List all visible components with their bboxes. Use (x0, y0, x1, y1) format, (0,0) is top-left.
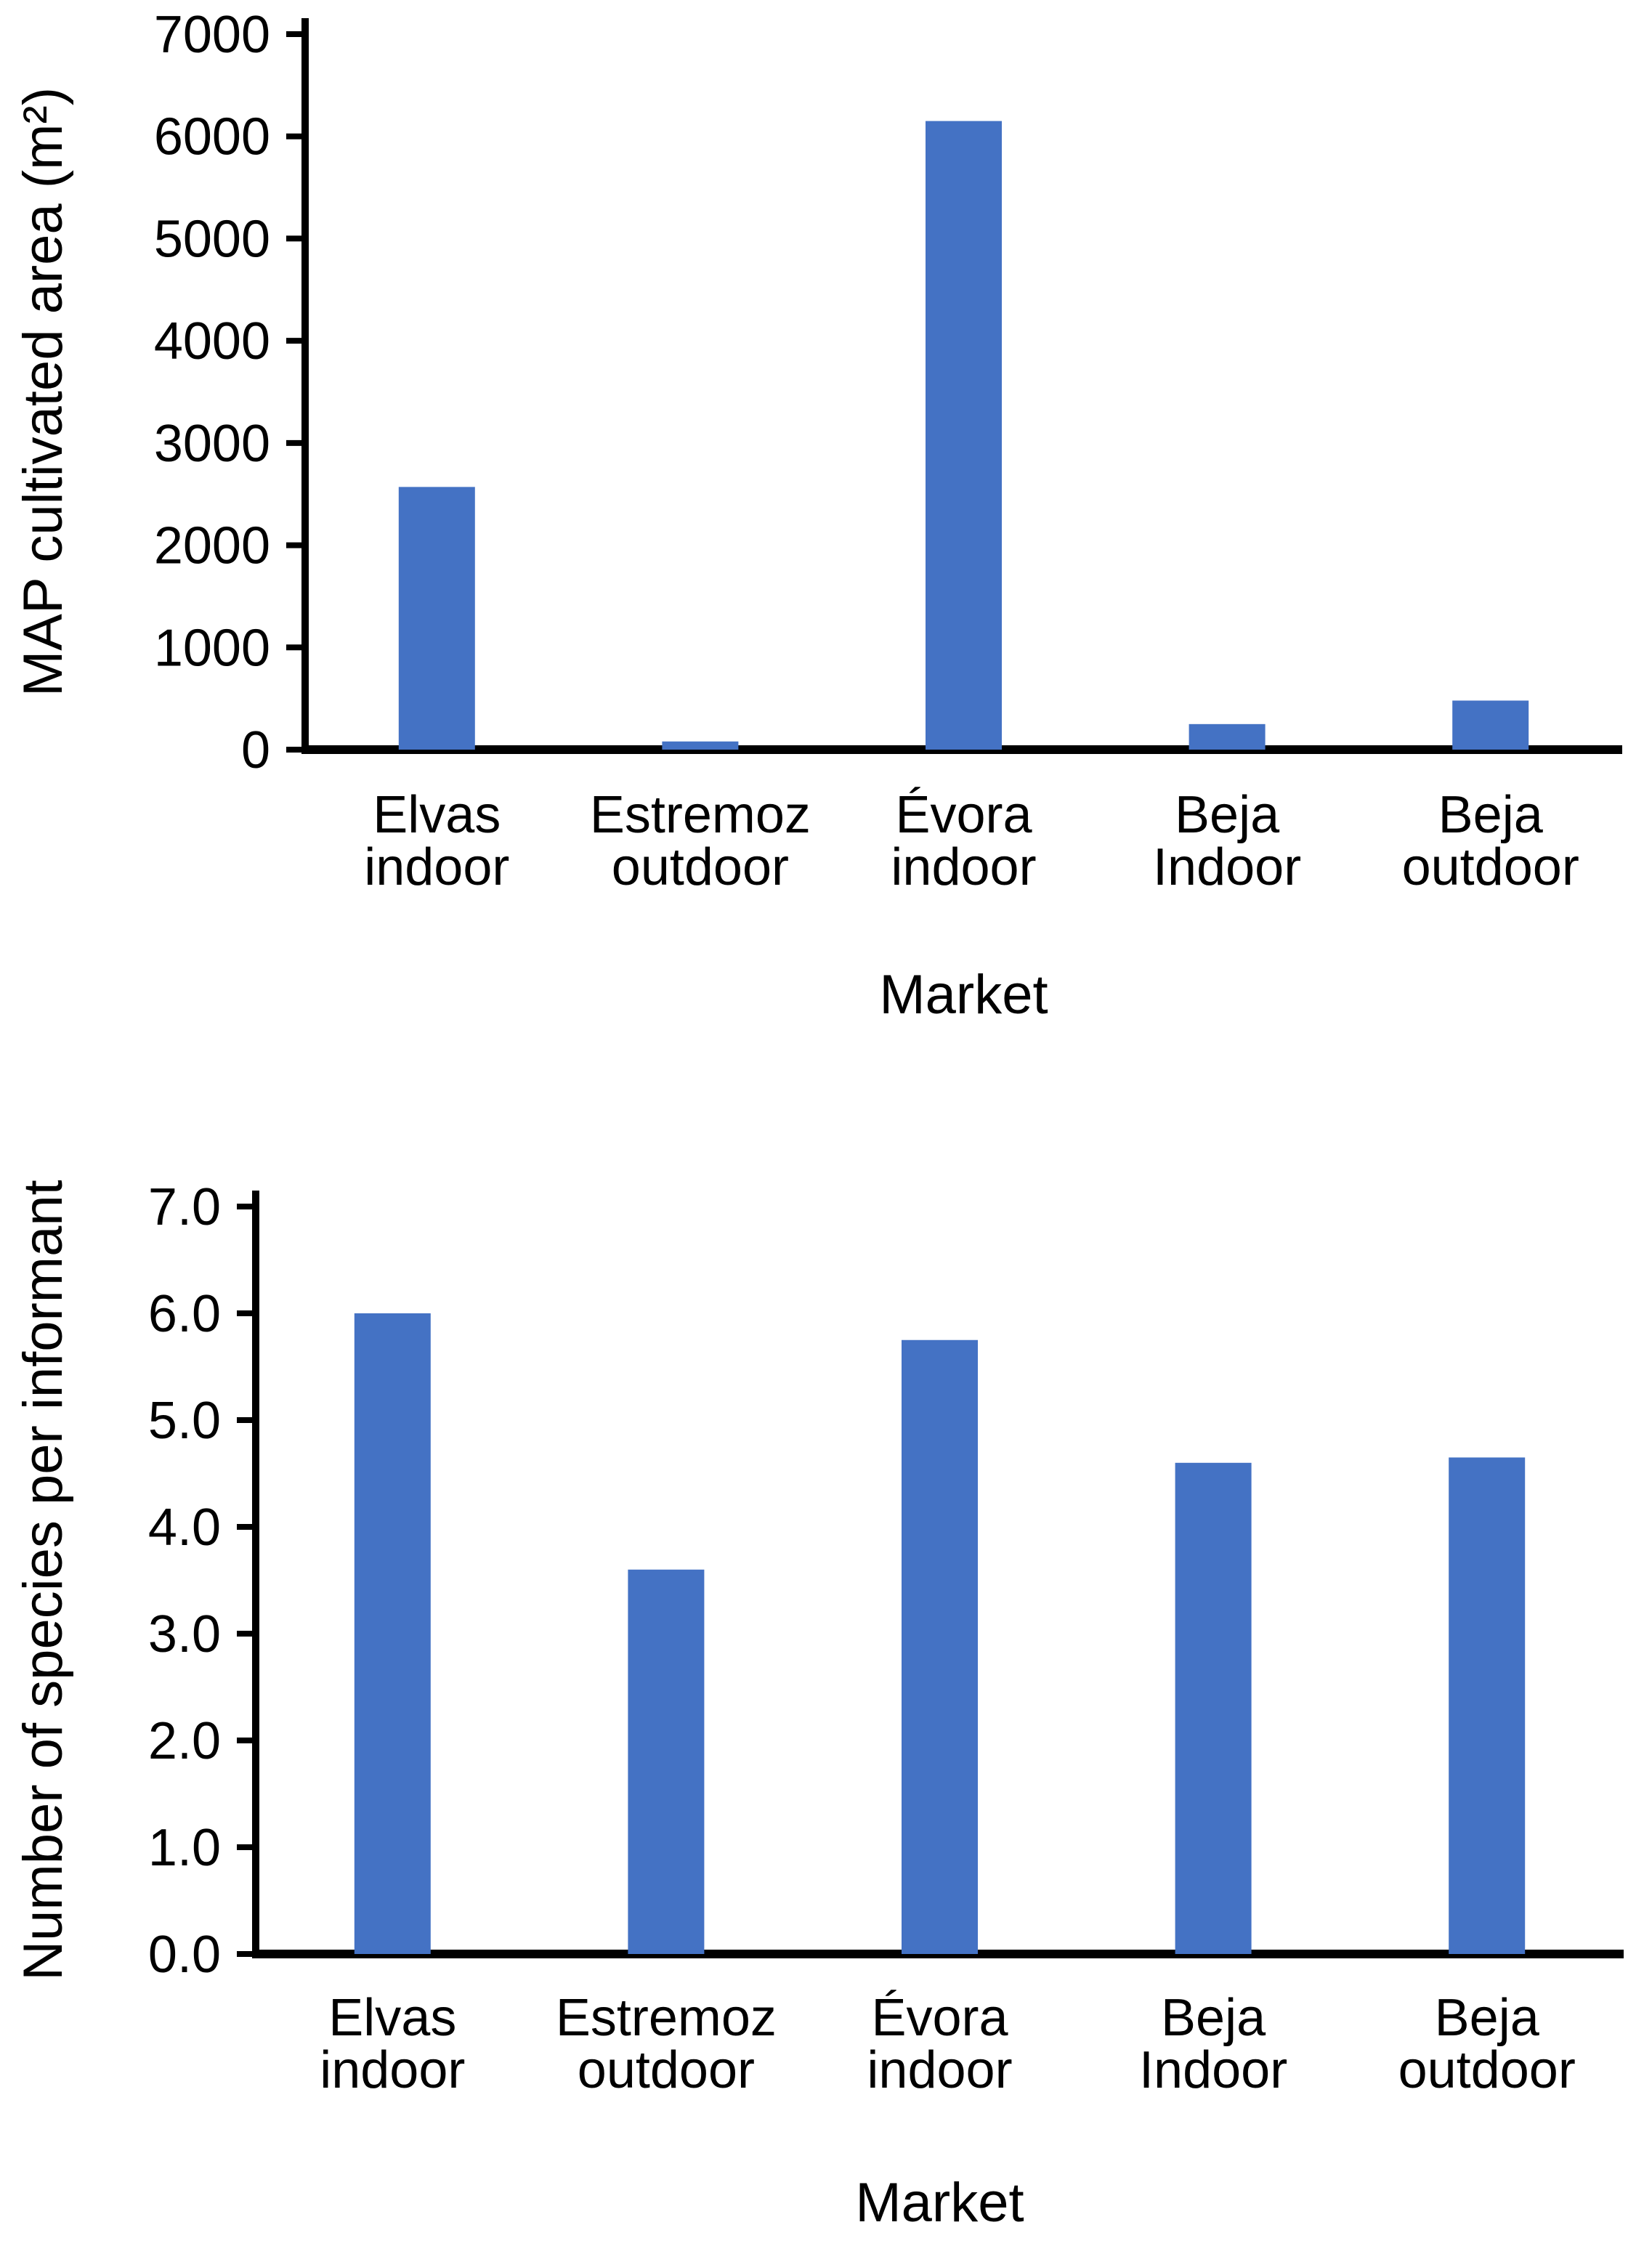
bar-elvas-indoor (354, 1313, 431, 1954)
x-axis-title: Market (855, 2172, 1024, 2234)
bar-beja-indoor (1175, 1462, 1252, 1954)
x-category-label-line1: Beja (1438, 786, 1544, 844)
bar-beja-indoor (1189, 723, 1266, 750)
x-category-label-line1: Beja (1175, 786, 1280, 844)
x-category-label-line2: outdoor (578, 2041, 755, 2099)
y-tick-label: 2.0 (148, 1712, 221, 1770)
x-category-label-line1: Estremoz (556, 1989, 777, 2047)
y-tick-label: 3000 (154, 415, 270, 473)
y-tick-label: 7.0 (148, 1178, 221, 1236)
x-category-label-line2: Indoor (1153, 838, 1301, 896)
x-category-label-line1: Beja (1435, 1989, 1540, 2047)
x-axis-title: Market (879, 964, 1048, 1026)
x-category-label-line2: indoor (320, 2041, 465, 2099)
y-tick-label: 6.0 (148, 1285, 221, 1343)
x-category-label-line1: Évora (895, 786, 1032, 844)
species-per-informant-chart: 0.01.02.03.04.05.06.07.0ElvasindoorEstre… (12, 1178, 1624, 2234)
y-tick-label: 5000 (154, 210, 270, 268)
map-cultivated-area-chart: 01000200030004000500060007000Elvasindoor… (12, 6, 1622, 1026)
y-tick-label: 6000 (154, 108, 270, 166)
y-axis-title: Number of species per informant (12, 1180, 74, 1980)
y-axis-title: MAP cultivated area (m²) (12, 87, 74, 697)
bar-evora-indoor (902, 1339, 978, 1954)
y-tick-label: 5.0 (148, 1392, 221, 1450)
y-tick-label: 7000 (154, 6, 270, 64)
y-tick-label: 3.0 (148, 1605, 221, 1663)
y-tick-label: 1.0 (148, 1819, 221, 1877)
x-category-label-line2: outdoor (1402, 838, 1579, 896)
x-category-label-line2: indoor (891, 838, 1036, 896)
y-tick-label: 0 (241, 721, 270, 779)
x-category-label-line1: Elvas (373, 786, 501, 844)
y-tick-label: 1000 (154, 619, 270, 677)
bar-beja-outdoor (1449, 1457, 1526, 1954)
x-category-label-line2: indoor (867, 2041, 1012, 2099)
y-tick-label: 2000 (154, 517, 270, 575)
bar-evora-indoor (926, 121, 1002, 750)
y-tick-label: 0.0 (148, 1926, 221, 1984)
x-category-label-line1: Elvas (328, 1989, 456, 2047)
bar-beja-outdoor (1452, 700, 1529, 750)
x-category-label-line1: Évora (871, 1989, 1008, 2047)
bar-elvas-indoor (398, 487, 475, 750)
x-category-label-line1: Beja (1161, 1989, 1266, 2047)
y-tick-label: 4000 (154, 312, 270, 370)
bar-estremoz-outdoor (628, 1569, 705, 1954)
x-category-label-line2: outdoor (612, 838, 789, 896)
x-category-label-line2: outdoor (1398, 2041, 1576, 2099)
bar-estremoz-outdoor (662, 741, 739, 750)
x-category-label-line2: Indoor (1139, 2041, 1287, 2099)
y-tick-label: 4.0 (148, 1499, 221, 1557)
x-category-label-line1: Estremoz (590, 786, 811, 844)
x-category-label-line2: indoor (364, 838, 509, 896)
